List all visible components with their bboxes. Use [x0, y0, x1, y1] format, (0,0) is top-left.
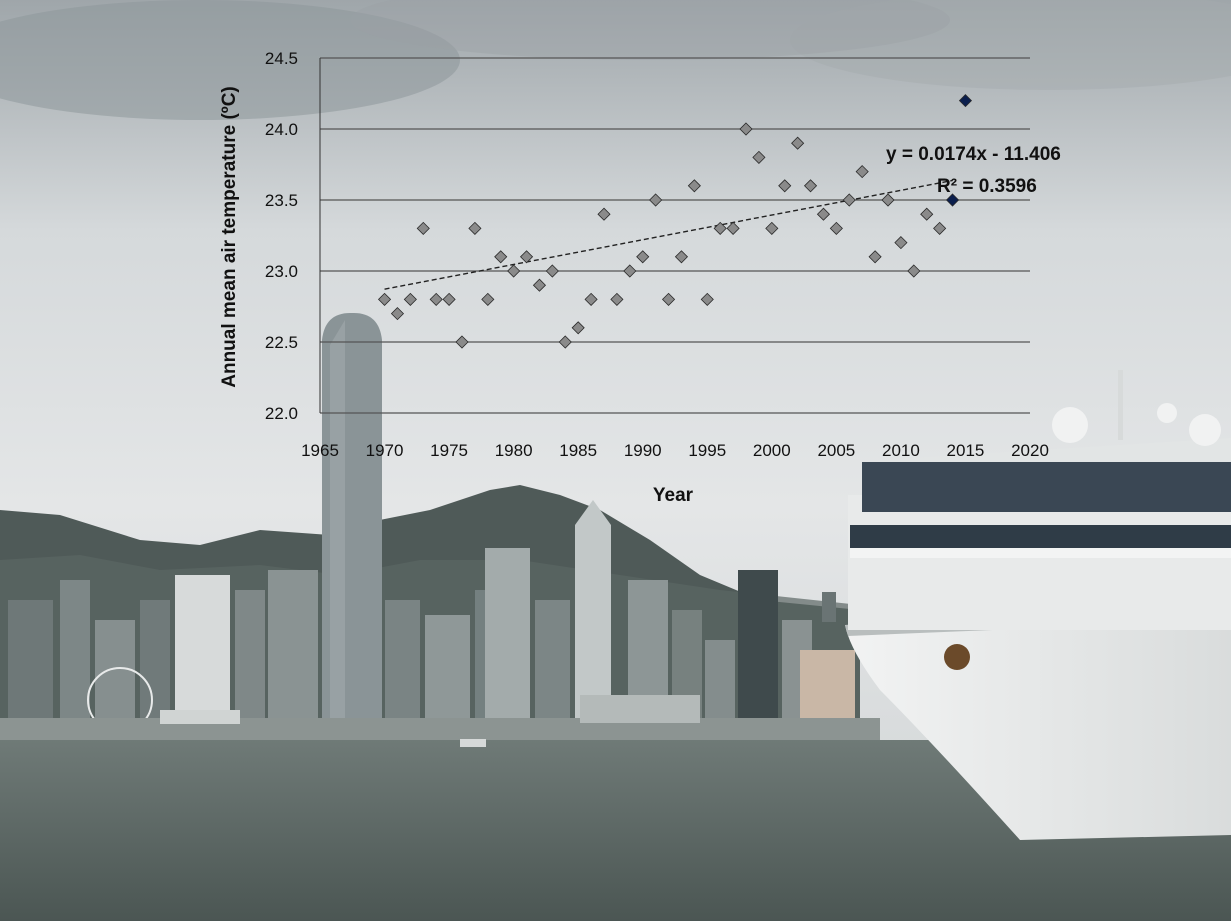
data-point	[584, 292, 598, 306]
x-tick-label: 1995	[688, 441, 726, 460]
data-point	[881, 193, 895, 207]
data-point	[649, 193, 663, 207]
data-point	[377, 292, 392, 306]
data-point	[855, 165, 869, 179]
x-tick-label: 2020	[1011, 441, 1049, 460]
trendline-r2: R² = 0.3596	[937, 176, 1037, 197]
data-point	[571, 321, 585, 335]
data-point	[868, 250, 882, 264]
data-point	[726, 221, 740, 235]
data-point	[739, 122, 753, 136]
gridlines	[320, 57, 1030, 414]
data-point	[687, 179, 701, 193]
data-point	[416, 221, 430, 235]
ship-hull	[845, 610, 1231, 840]
ship-emblem	[944, 644, 970, 670]
skyline	[0, 312, 880, 742]
x-tick-label: 1965	[301, 441, 339, 460]
data-point	[829, 221, 843, 235]
data-point	[842, 193, 856, 207]
x-tick-label: 1990	[624, 441, 662, 460]
data-point	[455, 335, 469, 349]
data-point	[403, 292, 417, 306]
y-tick-label: 24.5	[265, 49, 298, 68]
data-point	[752, 150, 766, 164]
y-tick-label: 23.5	[265, 191, 298, 210]
data-point	[674, 250, 689, 264]
data-point	[390, 307, 405, 321]
x-tick-label: 2000	[753, 441, 791, 460]
data-point	[920, 207, 934, 221]
x-tick-label: 1975	[430, 441, 468, 460]
x-tick-label: 1985	[559, 441, 597, 460]
data-point	[661, 292, 676, 306]
data-point	[803, 179, 818, 193]
y-tick-label: 22.0	[265, 404, 298, 423]
data-point	[765, 221, 779, 235]
x-axis-title: Year	[653, 485, 694, 506]
data-point	[816, 207, 831, 221]
cloud	[350, 0, 950, 60]
data-point	[636, 250, 650, 264]
x-tick-label: 2005	[817, 441, 855, 460]
data-point	[778, 179, 792, 193]
x-tick-label: 2015	[947, 441, 985, 460]
x-tick-labels: 1965 1970 1975 1980 1985 1990 1995 2000 2005 2010…	[301, 441, 1049, 460]
data-point	[442, 292, 456, 306]
data-point	[481, 292, 495, 306]
data-point	[623, 264, 637, 278]
data-point	[933, 221, 947, 235]
data-point	[791, 136, 805, 150]
y-tick-labels: 22.0 22.5 23.0 23.5 24.0 24.5	[265, 49, 298, 423]
cloud	[0, 0, 460, 120]
data-point	[519, 250, 534, 264]
data-point	[532, 278, 547, 292]
cloud	[790, 0, 1231, 90]
highlight-data-point	[945, 193, 960, 207]
data-point	[713, 221, 727, 235]
data-point	[507, 264, 521, 278]
trendline	[384, 179, 953, 290]
scatter-chart: 22.0 22.5 23.0 23.5 24.0 24.5 1965 1970 1975 198…	[219, 49, 1061, 506]
data-point	[907, 264, 921, 278]
trendline-equation: y = 0.0174x - 11.406	[886, 144, 1061, 165]
data-point	[468, 221, 482, 235]
data-point	[894, 236, 908, 250]
ship-superstructure	[848, 495, 1231, 630]
data-point	[545, 264, 559, 278]
y-tick-label: 22.5	[265, 333, 298, 352]
highlight-data-point	[958, 94, 973, 108]
data-point	[597, 207, 611, 221]
y-tick-label: 24.0	[265, 120, 298, 139]
data-point	[610, 292, 624, 306]
x-tick-label: 2010	[882, 441, 920, 460]
data-point	[494, 250, 508, 264]
data-point	[700, 292, 714, 306]
x-tick-label: 1980	[495, 441, 533, 460]
data-points	[377, 94, 973, 349]
y-axis-title: Annual mean air temperature (ºC)	[219, 86, 240, 388]
data-point	[558, 335, 572, 349]
data-point	[429, 292, 443, 306]
cruise-ship	[845, 370, 1231, 840]
x-tick-label: 1970	[366, 441, 404, 460]
y-tick-label: 23.0	[265, 262, 298, 281]
